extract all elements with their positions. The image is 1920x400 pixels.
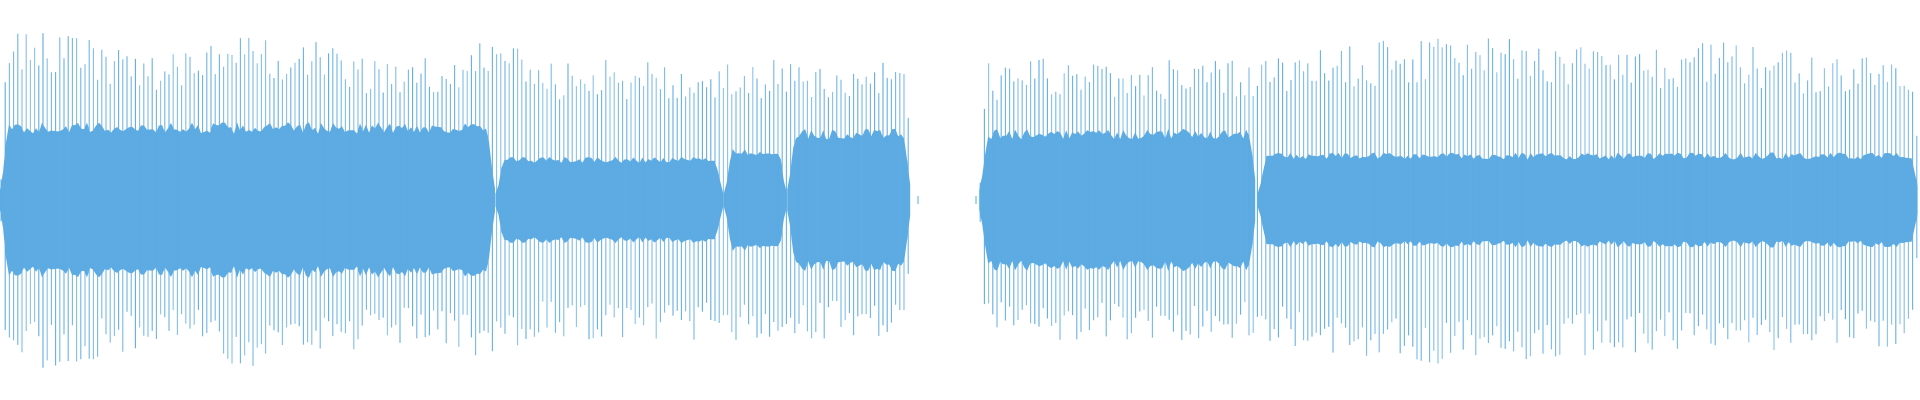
waveform-core-layer <box>0 122 1918 278</box>
segment-1-core-band-3 <box>787 128 911 272</box>
segment-1-core-band-1 <box>495 156 724 244</box>
segment-1-core-band-0 <box>0 122 495 278</box>
segment-2-core-band-1 <box>1257 152 1918 248</box>
segment-2-core-band-0 <box>979 129 1256 271</box>
waveform-lines-layer <box>0 33 1918 368</box>
segment-1-core-band-2 <box>723 149 787 251</box>
